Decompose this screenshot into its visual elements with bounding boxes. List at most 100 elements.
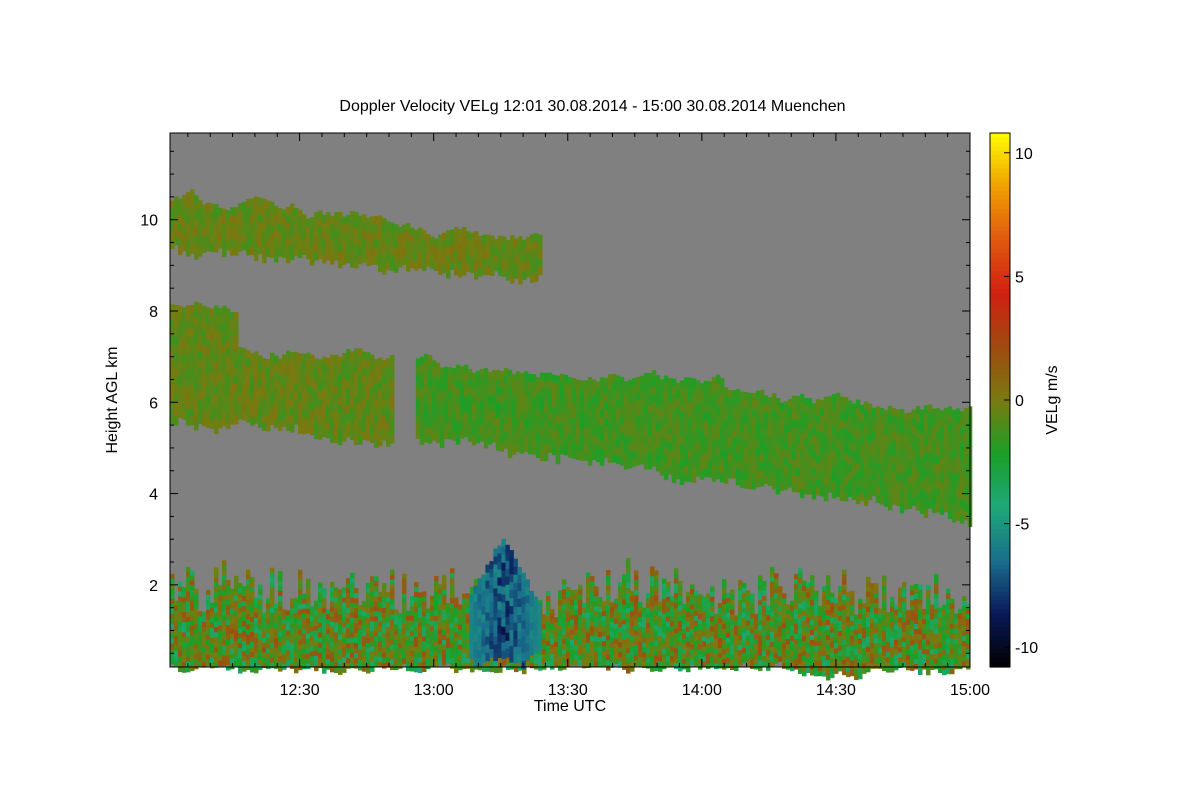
velocity-cell [583, 380, 589, 389]
velocity-cell [354, 396, 359, 405]
velocity-cell [843, 460, 849, 470]
velocity-cell [274, 628, 279, 634]
velocity-cell [318, 637, 323, 644]
velocity-cell [698, 649, 703, 655]
velocity-cell [250, 353, 255, 362]
velocity-cell [310, 656, 315, 662]
velocity-cell [198, 621, 203, 627]
velocity-cell [943, 415, 949, 425]
velocity-cell [170, 384, 175, 393]
velocity-cell [358, 420, 363, 429]
velocity-cell [939, 418, 945, 427]
velocity-cell [258, 245, 263, 255]
velocity-cell [563, 446, 569, 456]
velocity-cell [222, 645, 227, 651]
velocity-cell [214, 617, 219, 623]
velocity-cell [346, 357, 351, 366]
velocity-cell [619, 385, 625, 394]
velocity-cell [519, 421, 525, 430]
velocity-cell [254, 667, 259, 674]
velocity-cell [170, 573, 175, 580]
velocity-cell [479, 377, 485, 386]
velocity-cell [939, 474, 945, 483]
velocity-cell [923, 477, 929, 486]
velocity-cell [338, 644, 343, 650]
velocity-cell [206, 614, 211, 621]
velocity-cell [431, 424, 437, 433]
velocity-cell [703, 404, 709, 414]
velocity-cell [463, 412, 469, 422]
velocity-cell [466, 603, 471, 609]
velocity-cell [390, 403, 395, 412]
velocity-cell [338, 436, 343, 446]
velocity-cell [330, 354, 335, 364]
velocity-cell [787, 479, 793, 488]
velocity-cell [394, 634, 399, 641]
velocity-cell [671, 418, 677, 427]
velocity-cell [322, 428, 327, 438]
velocity-cell [495, 378, 501, 387]
velocity-cell [238, 638, 243, 644]
velocity-cell [603, 385, 609, 395]
velocity-cell [314, 236, 319, 245]
velocity-cell [643, 461, 649, 470]
velocity-cell [459, 390, 465, 399]
velocity-cell [879, 432, 885, 441]
velocity-cell [682, 623, 687, 630]
velocity-cell [382, 658, 387, 664]
velocity-cell [362, 415, 367, 425]
velocity-cell [631, 418, 637, 427]
velocity-cell [430, 260, 435, 270]
velocity-cell [366, 424, 371, 433]
velocity-cell [847, 432, 853, 441]
velocity-cell [570, 619, 575, 626]
velocity-cell [458, 237, 463, 246]
velocity-cell [839, 452, 845, 461]
velocity-cell [531, 390, 537, 399]
velocity-cell [178, 409, 183, 419]
velocity-cell [338, 604, 343, 610]
velocity-cell [443, 422, 449, 432]
velocity-cell [178, 666, 183, 673]
velocity-cell [294, 642, 299, 649]
velocity-cell [446, 238, 451, 247]
velocity-cell [558, 655, 563, 661]
velocity-cell [727, 405, 733, 415]
velocity-cell [214, 567, 219, 573]
velocity-cell [178, 222, 183, 232]
velocity-cell [322, 588, 327, 594]
velocity-cell [474, 271, 479, 280]
velocity-cell [378, 373, 383, 383]
velocity-cell [767, 397, 773, 406]
velocity-cell [499, 411, 505, 420]
velocity-cell [615, 431, 621, 440]
velocity-cell [691, 442, 697, 451]
velocity-cell [246, 206, 251, 216]
velocity-cell [182, 371, 187, 380]
velocity-cell [807, 470, 813, 479]
velocity-cell [759, 469, 765, 479]
velocity-cell [803, 453, 809, 463]
velocity-cell [527, 389, 533, 399]
velocity-cell [783, 465, 789, 474]
velocity-cell [246, 406, 251, 415]
velocity-cell [362, 616, 367, 622]
velocity-cell [634, 610, 639, 616]
velocity-cell [334, 244, 339, 253]
velocity-cell [218, 404, 223, 413]
velocity-cell [358, 388, 363, 397]
velocity-cell [402, 653, 407, 660]
velocity-cell [566, 647, 571, 653]
velocity-cell [410, 636, 415, 642]
velocity-cell [186, 626, 191, 633]
velocity-cell [478, 236, 483, 245]
velocity-cell [807, 486, 813, 495]
velocity-cell [210, 632, 215, 639]
velocity-cell [582, 637, 587, 644]
velocity-cell [326, 624, 331, 630]
velocity-cell [258, 599, 263, 605]
velocity-cell [751, 393, 757, 402]
velocity-cell [342, 240, 347, 249]
velocity-cell [426, 234, 431, 243]
velocity-cell [919, 465, 925, 474]
